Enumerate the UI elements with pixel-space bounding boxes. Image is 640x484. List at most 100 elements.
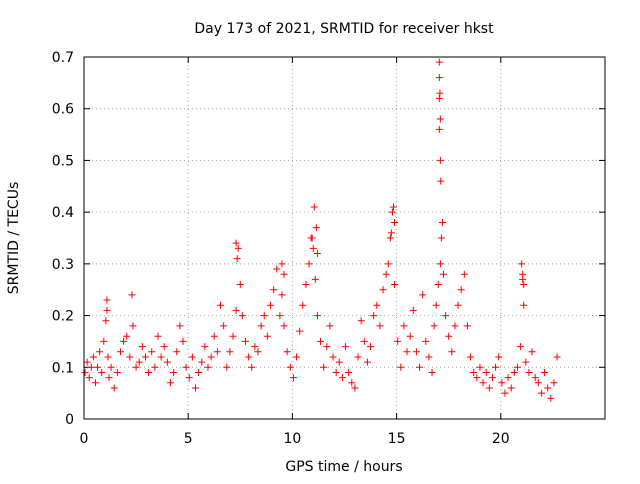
data-point: [460, 270, 468, 278]
data-point: [473, 374, 481, 382]
data-point: [129, 322, 137, 330]
plot-frame: [83, 56, 606, 420]
data-point: [448, 348, 456, 356]
data-point: [217, 301, 225, 309]
data-point: [135, 358, 143, 366]
data-point: [518, 260, 526, 268]
data-point: [305, 260, 313, 268]
data-point: [238, 312, 246, 320]
y-tick-label: 0.7: [52, 50, 74, 66]
data-point: [537, 389, 545, 397]
data-point: [454, 301, 462, 309]
data-point: [436, 115, 444, 123]
data-point: [204, 363, 212, 371]
data-point: [528, 348, 536, 356]
grid-layer: [84, 57, 605, 419]
data-point: [389, 203, 397, 211]
data-point: [391, 281, 399, 289]
data-point: [182, 363, 190, 371]
data-point: [422, 337, 430, 345]
data-point: [534, 379, 542, 387]
data-point: [98, 368, 106, 376]
data-point: [313, 312, 321, 320]
data-point: [191, 384, 199, 392]
data-point: [116, 348, 124, 356]
data-point: [276, 312, 284, 320]
data-point: [207, 353, 215, 361]
data-point: [360, 337, 368, 345]
data-point: [550, 379, 558, 387]
data-point: [320, 363, 328, 371]
data-point: [170, 368, 178, 376]
data-point: [520, 281, 528, 289]
data-point: [386, 234, 394, 242]
data-point: [436, 156, 444, 164]
data-point: [102, 317, 110, 325]
data-point: [105, 374, 113, 382]
data-point: [439, 270, 447, 278]
data-points: [81, 58, 561, 402]
data-point: [357, 317, 365, 325]
data-point: [379, 286, 387, 294]
data-point: [123, 332, 131, 340]
data-point: [103, 296, 111, 304]
data-point: [94, 363, 102, 371]
data-point: [498, 379, 506, 387]
data-point: [409, 306, 417, 314]
data-point: [432, 301, 440, 309]
data-point: [163, 358, 171, 366]
data-point: [384, 260, 392, 268]
data-point: [100, 337, 108, 345]
data-point: [437, 234, 445, 242]
data-point: [412, 348, 420, 356]
data-point: [148, 348, 156, 356]
data-point: [280, 270, 288, 278]
data-point: [394, 337, 402, 345]
data-point: [428, 368, 436, 376]
data-point: [501, 389, 509, 397]
data-point: [242, 337, 250, 345]
data-point: [299, 301, 307, 309]
data-point: [220, 322, 228, 330]
data-point: [335, 358, 343, 366]
data-point: [553, 353, 561, 361]
data-point: [151, 363, 159, 371]
x-tick-label: 0: [80, 431, 89, 447]
data-point: [438, 218, 446, 226]
data-point: [160, 343, 168, 351]
data-point: [451, 322, 459, 330]
data-point: [348, 379, 356, 387]
data-point: [541, 368, 549, 376]
data-point: [236, 281, 244, 289]
data-point: [351, 384, 359, 392]
data-point: [254, 348, 262, 356]
data-point: [173, 348, 181, 356]
data-point: [488, 374, 496, 382]
data-point: [308, 234, 316, 242]
data-point: [416, 363, 424, 371]
data-point: [435, 94, 443, 102]
data-point: [85, 374, 93, 382]
data-point: [233, 255, 241, 263]
data-point: [482, 368, 490, 376]
data-point: [317, 337, 325, 345]
data-point: [403, 348, 411, 356]
data-point: [437, 177, 445, 185]
data-point: [525, 368, 533, 376]
y-tick-label: 0.3: [52, 257, 74, 273]
x-axis-label: GPS time / hours: [285, 459, 402, 475]
data-point: [326, 322, 334, 330]
data-point: [544, 384, 552, 392]
data-point: [354, 353, 362, 361]
y-tick-label: 0: [65, 412, 74, 428]
data-point: [467, 353, 475, 361]
data-point: [435, 58, 443, 66]
data-point: [370, 312, 378, 320]
data-point: [263, 332, 271, 340]
data-point: [419, 291, 427, 299]
data-point: [89, 353, 97, 361]
data-point: [234, 244, 242, 252]
data-point: [495, 353, 503, 361]
